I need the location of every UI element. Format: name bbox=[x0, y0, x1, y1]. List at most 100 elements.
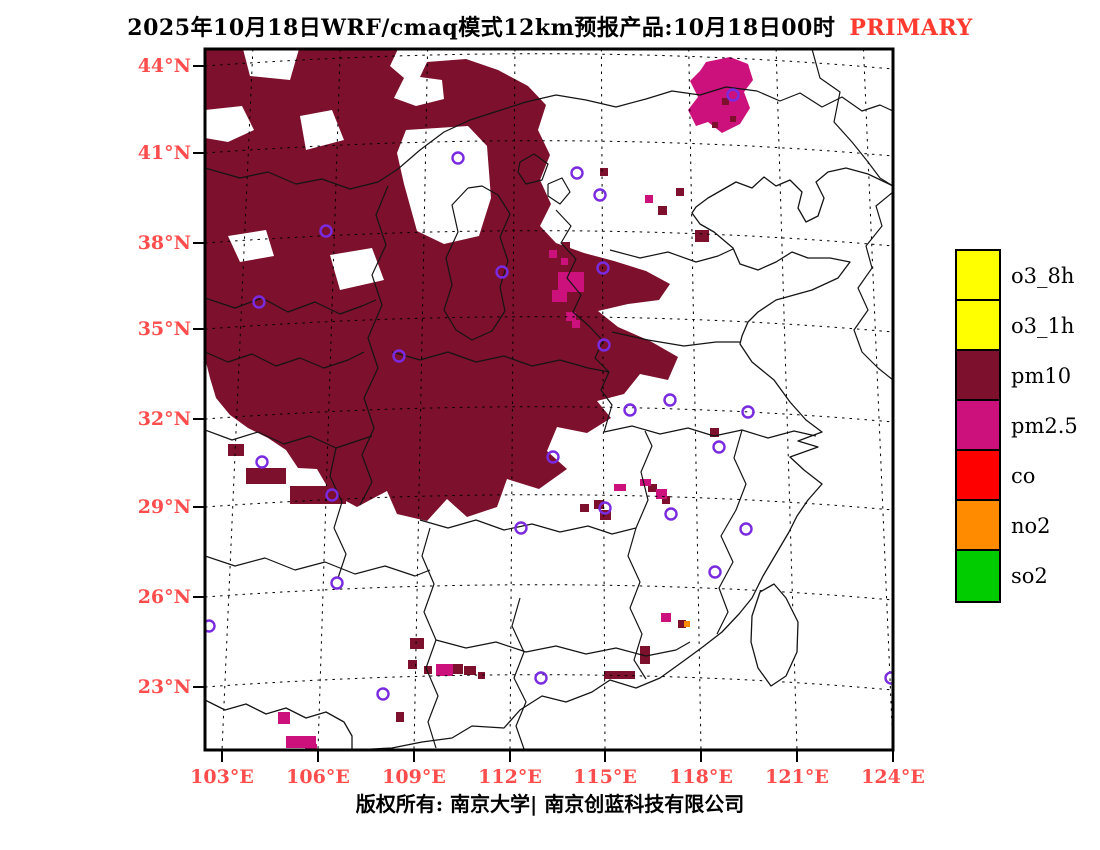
station-marker bbox=[451, 151, 465, 165]
province-boundary bbox=[603, 425, 817, 439]
pm10-cell bbox=[580, 504, 589, 512]
legend-swatch bbox=[955, 299, 1001, 353]
pm10-cell bbox=[658, 206, 667, 215]
lon-label: 118°E bbox=[669, 766, 733, 788]
station-marker bbox=[325, 488, 339, 502]
station-marker bbox=[884, 671, 893, 685]
pm10-cell bbox=[356, 440, 365, 449]
coastline bbox=[205, 699, 353, 750]
lon-label: 124°E bbox=[861, 766, 925, 788]
latitude-gridline bbox=[205, 140, 893, 157]
latitude-gridline bbox=[205, 674, 893, 691]
latitude-gridline bbox=[205, 230, 893, 247]
lon-label: 115°E bbox=[573, 766, 637, 788]
pm10-cell bbox=[410, 638, 424, 649]
province-boundary bbox=[205, 86, 893, 190]
lon-label: 103°E bbox=[190, 766, 254, 788]
province-boundary bbox=[205, 297, 377, 315]
station-marker bbox=[726, 88, 740, 102]
pm10-cell bbox=[562, 242, 570, 250]
pm10-cell bbox=[722, 98, 729, 105]
pm10-cell bbox=[452, 664, 463, 674]
province-boundary bbox=[547, 177, 571, 205]
title-primary-tag: PRIMARY bbox=[849, 15, 973, 41]
grid-layer bbox=[205, 49, 893, 750]
clear-area bbox=[205, 106, 254, 142]
pm25-cell bbox=[614, 484, 626, 491]
province-boundary bbox=[511, 597, 527, 750]
pm25-cell bbox=[561, 258, 568, 265]
pm25-cell bbox=[552, 290, 567, 302]
latitude-gridline bbox=[205, 584, 893, 601]
clear-area bbox=[330, 248, 384, 290]
station-marker bbox=[392, 349, 406, 363]
lat-label: 23°N bbox=[137, 676, 191, 698]
station-marker bbox=[546, 450, 560, 464]
legend-label: o3_1h bbox=[1011, 314, 1075, 338]
legend-swatch bbox=[955, 499, 1001, 553]
lon-label: 106°E bbox=[286, 766, 350, 788]
page-title: 2025年10月18日WRF/cmaq模式12km预报产品:10月18日00时 P… bbox=[0, 10, 1100, 42]
pm10-cell bbox=[712, 122, 718, 128]
province-boundary bbox=[635, 430, 653, 529]
station-marker bbox=[376, 687, 390, 701]
lat-label: 44°N bbox=[137, 55, 191, 77]
map-frame bbox=[203, 47, 895, 752]
lat-label: 32°N bbox=[137, 408, 191, 430]
latitude-gridline bbox=[205, 316, 893, 333]
pm10-cell bbox=[250, 378, 260, 388]
clear-area bbox=[243, 49, 299, 80]
province-boundary bbox=[443, 185, 511, 341]
legend-label: so2 bbox=[1011, 564, 1048, 588]
clear-area bbox=[300, 110, 344, 150]
station-marker bbox=[205, 619, 216, 633]
station-marker bbox=[514, 521, 528, 535]
pm10-cell bbox=[250, 418, 263, 427]
pm10-layer bbox=[205, 49, 736, 722]
station-marker bbox=[597, 338, 611, 352]
province-boundary bbox=[205, 555, 431, 577]
province-boundary bbox=[205, 429, 373, 449]
legend-label: pm10 bbox=[1011, 364, 1072, 388]
clear-area bbox=[397, 126, 491, 244]
pm10-cell bbox=[288, 366, 302, 380]
pm25-cell bbox=[566, 312, 576, 321]
province-boundary bbox=[811, 49, 893, 187]
legend-swatch bbox=[955, 249, 1001, 303]
legend-label: o3_8h bbox=[1011, 264, 1075, 288]
pm10-cell bbox=[424, 666, 432, 674]
pm10-cell bbox=[334, 478, 360, 496]
legend-label: pm2.5 bbox=[1011, 414, 1078, 438]
taiwan-island bbox=[750, 583, 799, 687]
province-boundary bbox=[853, 191, 893, 381]
legend-label: no2 bbox=[1011, 514, 1051, 538]
pm25-cell bbox=[661, 613, 671, 622]
legend-swatch bbox=[955, 399, 1001, 453]
pm25-cell bbox=[640, 479, 651, 486]
pm10-cell bbox=[662, 496, 670, 504]
station-marker bbox=[534, 671, 548, 685]
province-boundary bbox=[435, 639, 691, 657]
province-boundary bbox=[627, 527, 647, 680]
pm25-layer bbox=[278, 57, 775, 750]
pm25-cell bbox=[656, 489, 667, 499]
pm25-cell bbox=[645, 195, 653, 203]
province-boundary bbox=[555, 209, 613, 433]
pm25-cell bbox=[436, 664, 453, 676]
legend-swatch bbox=[955, 449, 1001, 503]
pm25-cell bbox=[278, 712, 290, 724]
pm10-cell bbox=[215, 345, 231, 357]
station-layer bbox=[205, 88, 893, 701]
pm10-cell bbox=[678, 620, 686, 628]
lat-label: 29°N bbox=[137, 496, 191, 518]
title-main: 2025年10月18日WRF/cmaq模式12km预报产品:10月18日00时 bbox=[127, 15, 836, 41]
pm10-cell bbox=[594, 500, 604, 509]
pm10-cell bbox=[600, 168, 608, 176]
station-marker bbox=[593, 188, 607, 202]
lat-label: 41°N bbox=[137, 142, 191, 164]
pm10-cell bbox=[640, 646, 650, 664]
lon-label: 121°E bbox=[765, 766, 829, 788]
province-boundary bbox=[716, 429, 747, 635]
station-marker bbox=[708, 565, 722, 579]
